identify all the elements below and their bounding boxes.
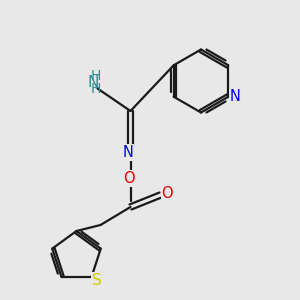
Text: H: H (90, 69, 100, 83)
Text: O: O (123, 171, 135, 186)
Text: N: N (87, 75, 99, 90)
Text: N: N (230, 89, 241, 104)
Text: H: H (90, 82, 100, 96)
Text: O: O (161, 186, 173, 201)
Text: N: N (123, 145, 134, 160)
Text: S: S (92, 273, 102, 288)
